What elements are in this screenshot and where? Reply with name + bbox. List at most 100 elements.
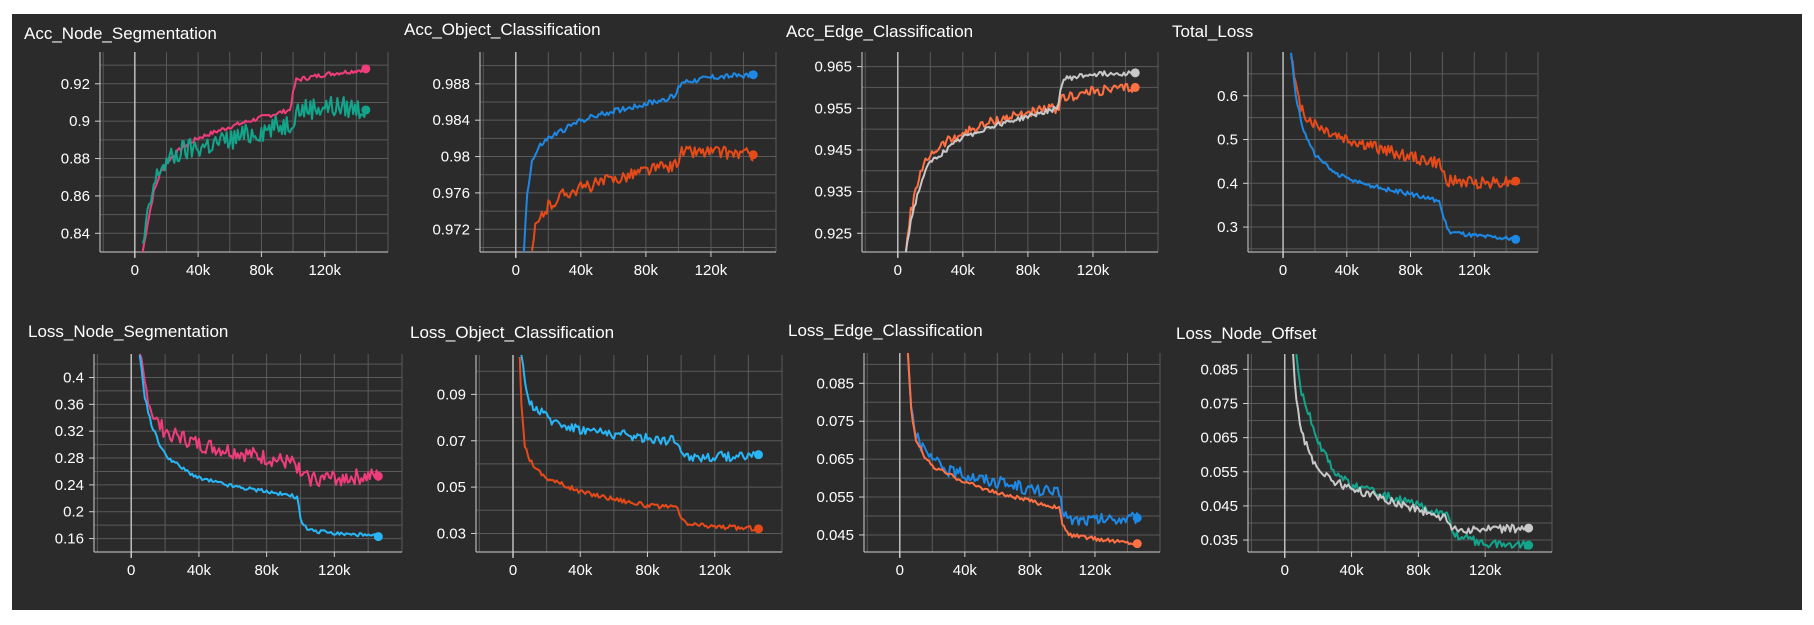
chart-plot: 0.03 0.05 0.07 0.09 0 40k 80k 120k: [437, 354, 783, 579]
x-tick-label: 120k: [1469, 562, 1502, 579]
x-tick-label: 80k: [634, 262, 659, 279]
chart-acc-edge-classification: Acc_Edge_Classification 0.925 0.935 0.945 0…: [782, 20, 1232, 312]
y-tick-label: 0.5: [1217, 132, 1238, 149]
chart-acc-node-segmentation: Acc_Node_Segmentation 0.84 0.86 0.88 0.9 0.9…: [20, 22, 460, 314]
y-tick-label: 0.955: [814, 100, 852, 117]
x-tick-label: 80k: [255, 562, 280, 579]
series-raw-line: [519, 356, 759, 533]
x-tick-label: 40k: [951, 262, 976, 279]
series-end-marker: [1132, 513, 1142, 523]
chart-loss-object-classification: Loss_Object_Classification 0.03 0.05 0.07 0…: [406, 321, 856, 610]
x-tick-label: 120k: [1077, 262, 1110, 279]
series-line: [522, 71, 755, 252]
chart-title: Acc_Edge_Classification: [786, 22, 974, 41]
chart-title: Acc_Node_Segmentation: [24, 24, 217, 43]
x-tick-label: 0: [1281, 562, 1289, 579]
chart-title: Acc_Object_Classification: [404, 20, 601, 39]
y-tick-label: 0.3: [1217, 219, 1238, 236]
chart-plot: 0.925 0.935 0.945 0.955 0.965 0 40k 80k 120k: [814, 52, 1159, 279]
x-tick-label: 40k: [569, 262, 594, 279]
y-tick-label: 0.6: [1217, 88, 1238, 105]
y-tick-label: 0.045: [1200, 498, 1238, 515]
x-tick-label: 40k: [953, 562, 978, 579]
chart-title: Loss_Node_Offset: [1176, 324, 1317, 343]
y-tick-label: 0.2: [63, 504, 84, 521]
y-tick-label: 0.84: [61, 225, 90, 242]
y-tick-label: 0.055: [1200, 464, 1238, 481]
chart-loss-edge-classification: Loss_Edge_Classification 0.045 0.055 0.065…: [784, 319, 1234, 610]
chart-plot: 0.045 0.055 0.065 0.075 0.085 0 40k 80k 120k: [816, 352, 1161, 579]
chart-title: Loss_Edge_Classification: [788, 321, 983, 340]
dashboard-panel: Acc_Node_Segmentation 0.84 0.86 0.88 0.9 0.9…: [12, 14, 1802, 610]
y-tick-label: 0.965: [814, 59, 852, 76]
series-raw-line: [142, 66, 367, 252]
chart-plot: 0.972 0.976 0.98 0.984 0.988 0 40k 80k 120k: [432, 52, 777, 279]
chart-plot: 0.3 0.4 0.5 0.6 0 40k 80k 120k: [1217, 52, 1539, 279]
series-end-marker: [1132, 539, 1142, 549]
series-line: [1290, 56, 1517, 190]
series-end-marker: [373, 532, 383, 542]
series-line: [138, 353, 380, 488]
y-tick-label: 0.075: [1200, 396, 1238, 413]
series-raw-line: [531, 144, 754, 251]
series-end-marker: [361, 105, 371, 115]
series-end-marker: [748, 150, 758, 160]
x-tick-label: 120k: [1458, 262, 1491, 279]
series-end-marker: [1524, 523, 1534, 533]
series-line: [1290, 52, 1517, 242]
series-line: [141, 67, 367, 252]
y-tick-label: 0.045: [816, 527, 854, 544]
y-tick-label: 0.945: [814, 142, 852, 159]
x-tick-label: 120k: [318, 562, 351, 579]
series-raw-line: [139, 353, 379, 487]
series-line: [520, 354, 760, 463]
y-tick-label: 0.28: [55, 450, 84, 467]
y-tick-label: 0.055: [816, 489, 854, 506]
y-tick-label: 0.36: [55, 396, 84, 413]
y-tick-label: 0.9: [69, 113, 90, 130]
series-raw-line: [905, 83, 1136, 252]
x-tick-label: 0: [894, 262, 902, 279]
series-end-marker: [1130, 68, 1140, 78]
series-end-marker: [1524, 540, 1534, 550]
series-end-marker: [1511, 176, 1521, 186]
series-raw-line: [1290, 53, 1517, 242]
series-line: [531, 145, 754, 251]
series-line: [141, 95, 367, 244]
y-tick-label: 0.86: [61, 188, 90, 205]
x-tick-label: 80k: [1406, 562, 1431, 579]
y-tick-label: 0.05: [437, 479, 466, 496]
series-line: [1292, 353, 1530, 535]
y-tick-label: 0.065: [816, 451, 854, 468]
x-tick-label: 0: [509, 562, 517, 579]
series-raw-line: [523, 70, 754, 252]
series-line: [904, 70, 1136, 252]
y-tick-label: 0.24: [55, 477, 84, 494]
chart-total-loss: Total_Loss 0.3 0.4 0.5 0.6 0 40k 80k 120k: [1168, 20, 1608, 312]
x-tick-label: 0: [1279, 262, 1287, 279]
y-tick-label: 0.065: [1200, 430, 1238, 447]
y-tick-label: 0.07: [437, 433, 466, 450]
y-tick-label: 0.16: [55, 531, 84, 548]
series-raw-line: [1295, 354, 1530, 551]
x-tick-label: 80k: [249, 262, 274, 279]
y-tick-label: 0.984: [432, 112, 470, 129]
x-tick-label: 120k: [698, 562, 731, 579]
x-tick-label: 120k: [1079, 562, 1112, 579]
x-tick-label: 0: [127, 562, 135, 579]
y-tick-label: 0.935: [814, 184, 852, 201]
chart-plot: 0.16 0.2 0.24 0.28 0.32 0.36 0.4 0 40k 80k 120k: [55, 353, 403, 579]
y-tick-label: 0.09: [437, 386, 466, 403]
series-end-marker: [1511, 234, 1521, 244]
series-line: [904, 83, 1136, 252]
series-line: [906, 352, 1138, 546]
chart-plot: 0.84 0.86 0.88 0.9 0.92 0 40k 80k 120k: [61, 52, 389, 279]
chart-plot: 0.035 0.045 0.055 0.065 0.075 0.085 0 40k 80k 120…: [1200, 353, 1553, 579]
x-tick-label: 0: [896, 562, 904, 579]
chart-loss-node-segmentation: Loss_Node_Segmentation 0.16 0.2 0.24 0.28 0.…: [24, 320, 464, 610]
y-tick-label: 0.4: [1217, 175, 1238, 192]
x-tick-label: 80k: [635, 562, 660, 579]
y-tick-label: 0.085: [816, 375, 854, 392]
y-tick-label: 0.035: [1200, 532, 1238, 549]
y-tick-label: 0.88: [61, 151, 90, 168]
